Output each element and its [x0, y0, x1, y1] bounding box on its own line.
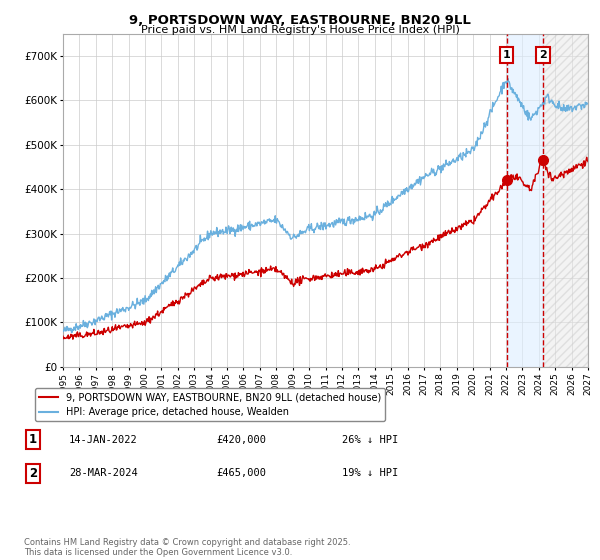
Legend: 9, PORTSDOWN WAY, EASTBOURNE, BN20 9LL (detached house), HPI: Average price, det: 9, PORTSDOWN WAY, EASTBOURNE, BN20 9LL (…	[35, 389, 385, 421]
Text: 2: 2	[539, 50, 547, 60]
Text: 1: 1	[503, 50, 511, 60]
Text: 28-MAR-2024: 28-MAR-2024	[69, 468, 138, 478]
Text: 26% ↓ HPI: 26% ↓ HPI	[342, 435, 398, 445]
Text: Contains HM Land Registry data © Crown copyright and database right 2025.
This d: Contains HM Land Registry data © Crown c…	[24, 538, 350, 557]
Bar	[506, 34, 543, 367]
Text: 14-JAN-2022: 14-JAN-2022	[69, 435, 138, 445]
Text: £420,000: £420,000	[216, 435, 266, 445]
Text: Price paid vs. HM Land Registry's House Price Index (HPI): Price paid vs. HM Land Registry's House …	[140, 25, 460, 35]
Text: 2: 2	[29, 466, 37, 480]
Text: £465,000: £465,000	[216, 468, 266, 478]
Text: 1: 1	[29, 433, 37, 446]
Text: 19% ↓ HPI: 19% ↓ HPI	[342, 468, 398, 478]
Text: 9, PORTSDOWN WAY, EASTBOURNE, BN20 9LL: 9, PORTSDOWN WAY, EASTBOURNE, BN20 9LL	[129, 14, 471, 27]
